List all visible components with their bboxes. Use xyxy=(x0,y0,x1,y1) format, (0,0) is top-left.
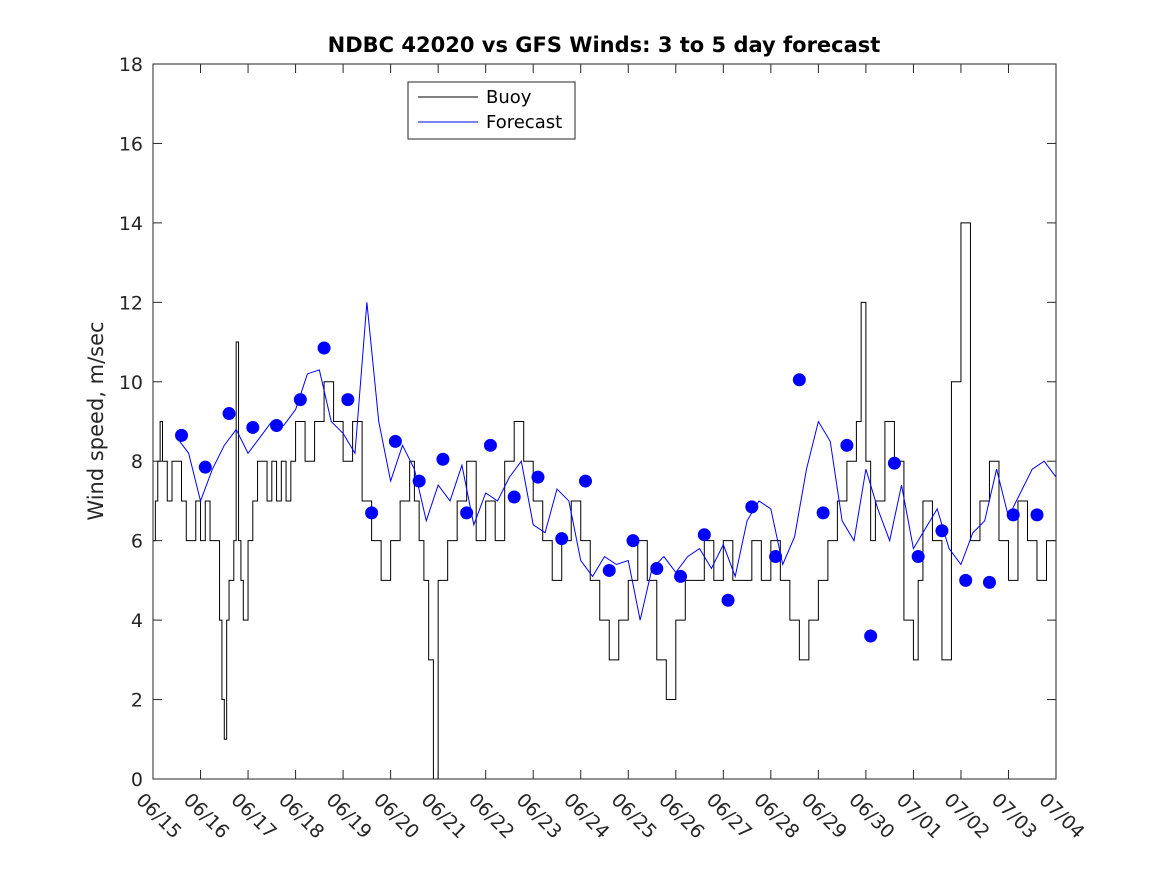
forecast-marker xyxy=(887,456,901,470)
forecast-marker xyxy=(436,452,450,466)
y-tick-label: 14 xyxy=(119,213,143,235)
y-tick-label: 10 xyxy=(119,372,143,394)
series-line-buoy xyxy=(153,222,1057,780)
forecast-marker xyxy=(388,434,402,448)
forecast-marker xyxy=(365,506,379,520)
forecast-marker xyxy=(697,528,711,542)
plot-background xyxy=(153,64,1056,779)
forecast-marker xyxy=(293,393,307,407)
forecast-marker xyxy=(507,490,521,504)
forecast-marker xyxy=(555,532,569,546)
forecast-marker xyxy=(911,550,925,564)
forecast-marker xyxy=(792,373,806,387)
forecast-marker xyxy=(198,460,212,474)
y-tick-label: 16 xyxy=(119,133,143,155)
y-tick-label: 2 xyxy=(131,690,143,712)
forecast-marker xyxy=(1030,508,1044,522)
forecast-marker xyxy=(650,561,664,575)
forecast-marker xyxy=(412,474,426,488)
series-layer xyxy=(153,222,1057,780)
y-tick-label: 12 xyxy=(119,292,143,314)
plot-frame xyxy=(152,63,1057,780)
forecast-marker xyxy=(578,474,592,488)
y-axis-label: Wind speed, m/sec xyxy=(84,321,108,520)
legend-label-buoy: Buoy xyxy=(486,87,532,108)
forecast-marker xyxy=(864,629,878,643)
forecast-marker xyxy=(840,438,854,452)
forecast-marker xyxy=(531,470,545,484)
forecast-marker xyxy=(175,428,189,442)
series-line-forecast xyxy=(176,302,1057,621)
forecast-marker xyxy=(483,438,497,452)
forecast-marker xyxy=(1006,508,1020,522)
forecast-marker xyxy=(317,341,331,355)
y-tick-label: 4 xyxy=(131,610,143,632)
chart-title: NDBC 42020 vs GFS Winds: 3 to 5 day fore… xyxy=(328,33,881,57)
forecast-marker xyxy=(626,534,640,548)
forecast-marker xyxy=(769,550,783,564)
forecast-marker xyxy=(460,506,474,520)
legend: Buoy Forecast xyxy=(407,81,576,140)
forecast-marker xyxy=(222,407,236,421)
forecast-marker xyxy=(602,563,616,577)
y-tick-label: 6 xyxy=(131,531,143,553)
forecast-marker xyxy=(246,420,260,434)
forecast-marker xyxy=(341,393,355,407)
forecast-marker-layer xyxy=(175,341,1044,643)
y-tick-label: 8 xyxy=(131,451,143,473)
forecast-marker xyxy=(959,573,973,587)
y-tick-label: 0 xyxy=(131,769,143,791)
forecast-marker xyxy=(982,575,996,589)
y-tick-label: 18 xyxy=(119,54,143,76)
forecast-marker xyxy=(816,506,830,520)
legend-box xyxy=(407,81,576,140)
forecast-marker xyxy=(721,593,735,607)
forecast-marker xyxy=(270,418,284,432)
y-axis: 0 2 4 6 8 10 12 14 16 18 xyxy=(119,54,1056,791)
forecast-marker xyxy=(935,524,949,538)
forecast-marker xyxy=(674,569,688,583)
forecast-marker xyxy=(745,500,759,514)
legend-label-forecast: Forecast xyxy=(486,112,562,133)
